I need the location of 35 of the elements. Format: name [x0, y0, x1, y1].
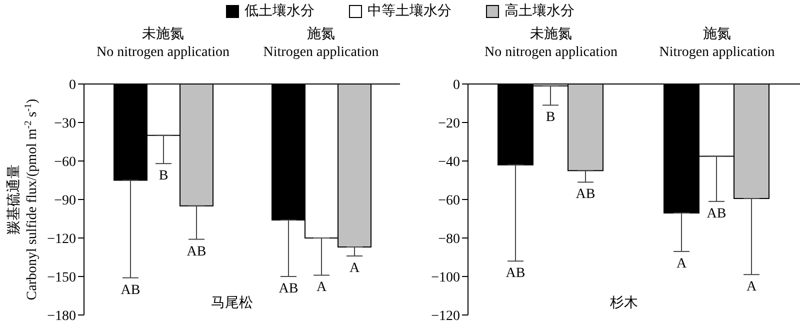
annotation: AB	[120, 282, 140, 298]
y-tick-label: 0	[69, 78, 76, 93]
y-tick-label: −120	[431, 308, 460, 324]
annotation: A	[349, 260, 360, 276]
annotation: B	[546, 110, 556, 126]
y-tick-label: −100	[431, 270, 460, 286]
annotation: A	[676, 256, 688, 272]
y-tick-label: −150	[47, 270, 76, 286]
y-tick-label: −80	[438, 232, 460, 247]
annotation: AB	[186, 244, 206, 260]
legend-label: 低土壤水分	[244, 2, 314, 20]
annotation: AB	[278, 282, 298, 296]
x-axis-title: 杉木	[609, 295, 638, 311]
annotation: A	[746, 280, 758, 295]
annotation: AB	[706, 206, 726, 222]
x-tick-label: 施氮 Nitrogen application	[659, 26, 775, 60]
annotation: B	[158, 168, 168, 184]
x-axis-title: 马尾松	[211, 295, 253, 311]
y-tick-label: −20	[438, 116, 460, 132]
y-tick-label: −30	[54, 116, 76, 132]
annotation: A	[316, 280, 328, 296]
annotation: AB	[506, 266, 526, 282]
y-tick-label: −60	[54, 154, 76, 170]
legend-label: 高土壤水分	[504, 2, 574, 20]
y-tick-label: −60	[438, 193, 460, 208]
x-tick-label: 施氮 Nitrogen application	[263, 26, 379, 60]
y-tick-label: 0	[453, 78, 460, 93]
x-tick-label: 未施氮 No nitrogen application	[96, 26, 230, 60]
y-tick-label: −120	[47, 232, 76, 247]
legend-label: 中等土壤水分	[368, 2, 452, 20]
y-tick-label: −180	[47, 308, 76, 324]
y-tick-label: −90	[54, 193, 76, 208]
x-tick-label: 未施氮 No nitrogen application	[484, 26, 618, 60]
annotation: AB	[576, 187, 596, 202]
y-tick-label: −40	[438, 154, 460, 170]
